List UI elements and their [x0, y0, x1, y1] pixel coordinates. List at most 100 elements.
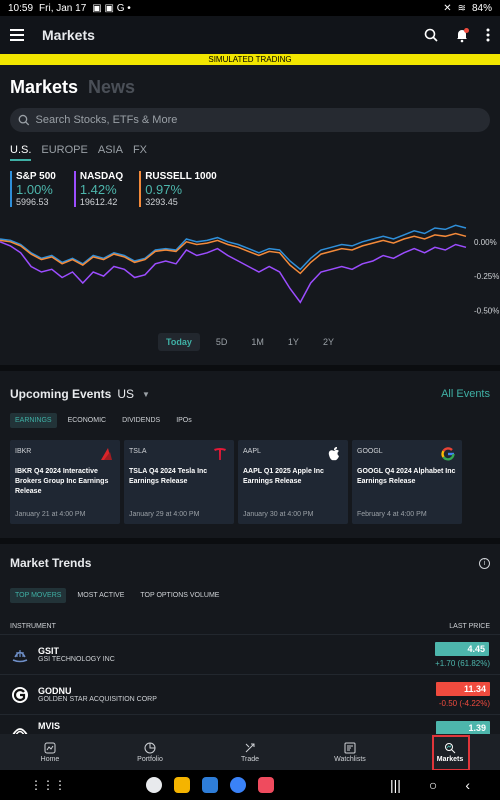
index-russell1000[interactable]: RUSSELL 1000 0.97% 3293.45: [139, 171, 217, 207]
nav-portfolio[interactable]: Portfolio: [100, 734, 200, 770]
search-icon: [18, 114, 30, 126]
row-price: 4.45: [435, 641, 490, 656]
index-value: 5996.53: [16, 197, 49, 207]
range-today[interactable]: Today: [158, 333, 200, 351]
index-change: 1.00%: [16, 182, 53, 197]
system-nav-bar: ⋮⋮⋮ ||| ○ ‹: [0, 770, 500, 800]
range-1m[interactable]: 1M: [251, 337, 264, 347]
time: 10:59: [8, 2, 34, 14]
gsit-logo-icon: [12, 649, 28, 662]
chip-top-movers[interactable]: TOP MOVERS: [10, 588, 67, 603]
tab-news[interactable]: News: [88, 77, 136, 97]
col-instrument: INSTRUMENT: [10, 623, 56, 630]
tab-markets[interactable]: Markets: [10, 77, 79, 97]
godnu-logo-icon: [12, 686, 28, 703]
trends-title: Market Trends: [10, 556, 92, 570]
trend-type-chips: TOP MOVERS MOST ACTIVE TOP OPTIONS VOLUM…: [0, 576, 500, 611]
range-2y[interactable]: 2Y: [322, 337, 334, 347]
watchlist-icon: [344, 742, 356, 753]
chip-dividends[interactable]: DIVIDENDS: [122, 417, 161, 424]
date: Fri, Jan 17: [39, 2, 87, 14]
chip-earnings[interactable]: EARNINGS: [10, 413, 57, 428]
index-name: NASDAQ: [79, 171, 124, 182]
more-options-icon[interactable]: [486, 28, 490, 42]
chip-most-active[interactable]: MOST ACTIVE: [77, 592, 125, 599]
bottom-navigation: Home Portfolio Trade Watchlists Markets: [0, 734, 500, 770]
event-description: AAPL Q1 2025 Apple Inc Earnings Release: [243, 468, 324, 485]
event-card-tsla[interactable]: TSLA TSLA Q4 2024 Tesla Inc Earnings Rel…: [124, 440, 234, 524]
all-events-link[interactable]: All Events: [441, 388, 490, 400]
region-tab-fx[interactable]: FX: [132, 144, 148, 156]
row-change: -0.50 (-4.22%): [438, 698, 490, 708]
index-chart[interactable]: 0.00% -0.25% -0.50%: [0, 217, 500, 327]
row-change: +1.70 (61.82%): [435, 658, 490, 668]
chip-economic[interactable]: ECONOMIC: [67, 417, 107, 424]
event-ticker: TSLA: [129, 448, 147, 455]
back-icon[interactable]: ‹: [465, 777, 470, 793]
chevron-down-icon[interactable]: ▼: [142, 389, 150, 399]
notification-icons: ▣ ▣ G •: [92, 2, 131, 14]
event-card-googl[interactable]: GOOGL GOOGL Q4 2024 Alphabet Inc Earning…: [352, 440, 462, 524]
range-1y[interactable]: 1Y: [287, 337, 299, 347]
y-tick-label: 0.00%: [474, 238, 497, 247]
section-divider: [0, 365, 500, 371]
event-date: January 21 at 4:00 PM: [15, 511, 86, 518]
markets-search-icon: [445, 742, 456, 753]
nav-markets[interactable]: Markets: [400, 734, 500, 770]
index-chart-svg: 0.00% -0.25% -0.50%: [0, 224, 499, 316]
index-name: S&P 500: [16, 171, 56, 182]
nav-trade[interactable]: Trade: [200, 734, 300, 770]
event-type-chips: EARNINGS ECONOMIC DIVIDENDS IPOs: [0, 407, 500, 434]
event-description: GOOGL Q4 2024 Alphabet Inc Earnings Rele…: [357, 468, 456, 485]
recents-icon[interactable]: |||: [389, 777, 401, 793]
calendar-icon[interactable]: [202, 777, 218, 793]
range-5d[interactable]: 5D: [215, 337, 228, 347]
notification-bell-icon[interactable]: [454, 27, 470, 43]
nav-label: Markets: [436, 755, 464, 763]
ibkr-logo-icon: [101, 448, 112, 460]
series-line-russell-1000: [0, 232, 467, 275]
info-icon[interactable]: i: [479, 557, 490, 569]
event-card-ibkr[interactable]: IBKR IBKR Q4 2024 Interactive Brokers Gr…: [10, 440, 120, 524]
event-description: IBKR Q4 2024 Interactive Brokers Group I…: [15, 468, 109, 495]
events-market-select[interactable]: US: [117, 387, 135, 401]
row-company: GSI TECHNOLOGY INC: [38, 656, 115, 663]
event-description: TSLA Q4 2024 Tesla Inc Earnings Release: [129, 468, 208, 485]
y-tick-label: -0.25%: [474, 272, 499, 281]
event-ticker: GOOGL: [357, 448, 383, 455]
mute-icon: ✕: [443, 2, 452, 14]
index-name: RUSSELL 1000: [145, 171, 217, 182]
messages-icon[interactable]: [230, 777, 246, 793]
event-card-aapl[interactable]: AAPL AAPL Q1 2025 Apple Inc Earnings Rel…: [238, 440, 348, 524]
table-row[interactable]: GSIT GSI TECHNOLOGY INC 4.45 +1.70 (61.8…: [0, 635, 500, 675]
region-tab-asia[interactable]: ASIA: [97, 144, 123, 156]
region-tab-us[interactable]: U.S.: [10, 144, 32, 161]
row-symbol: MVIS: [38, 721, 61, 731]
index-nasdaq[interactable]: NASDAQ 1.42% 19612.42: [73, 171, 124, 207]
search-bar[interactable]: [10, 108, 490, 132]
search-input[interactable]: [35, 114, 482, 126]
chip-ipos[interactable]: IPOs: [176, 417, 192, 424]
chrome-icon[interactable]: [146, 777, 162, 793]
range-selector: Today 5D 1M 1Y 2Y: [0, 333, 500, 365]
index-value: 3293.45: [145, 197, 178, 207]
search-icon[interactable]: [424, 28, 438, 42]
home-button-icon[interactable]: ○: [428, 777, 438, 793]
video-icon[interactable]: [258, 777, 274, 793]
google-logo-icon: [441, 447, 455, 461]
index-summary: S&P 500 1.00% 5996.53 NASDAQ 1.42% 19612…: [0, 161, 500, 207]
folder-icon[interactable]: [174, 777, 190, 793]
app-drawer-icon[interactable]: ⋮⋮⋮: [30, 778, 66, 792]
index-sp500[interactable]: S&P 500 1.00% 5996.53: [10, 171, 56, 207]
table-row[interactable]: GODNU GOLDEN STAR ACQUISITION CORP 11.34…: [0, 675, 500, 715]
table-row[interactable]: MVIS 1.39: [0, 715, 500, 741]
region-tab-europe[interactable]: EUROPE: [41, 144, 88, 156]
upcoming-events: Upcoming Events US ▼ All Events EARNINGS…: [0, 371, 500, 538]
nav-home[interactable]: Home: [0, 734, 100, 770]
series-line-nasdaq: [0, 241, 467, 304]
nav-watchlists[interactable]: Watchlists: [300, 734, 400, 770]
home-chart-icon: [44, 742, 56, 753]
app-bar: Markets: [0, 16, 500, 54]
hamburger-menu-icon[interactable]: [10, 29, 24, 41]
chip-top-options-volume[interactable]: TOP OPTIONS VOLUME: [140, 592, 220, 599]
